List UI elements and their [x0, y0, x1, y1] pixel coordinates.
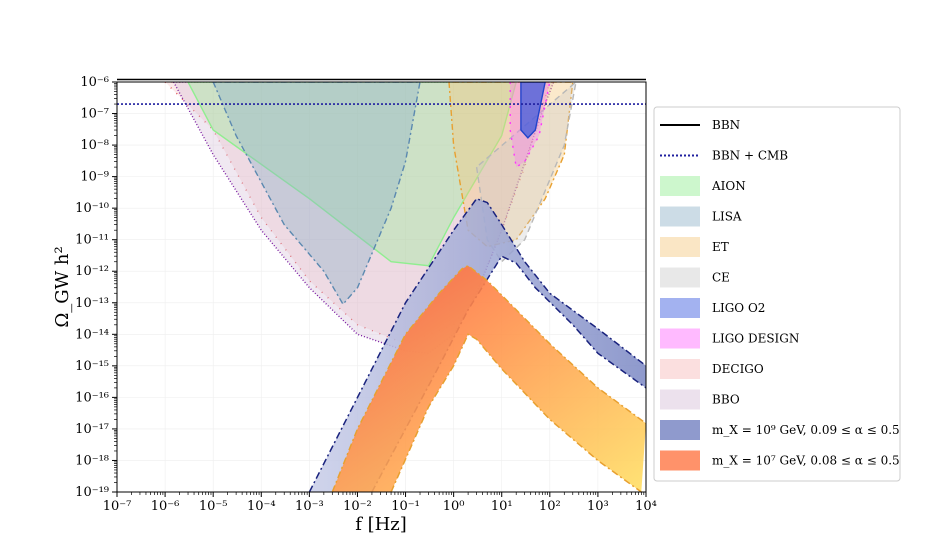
legend-item-lisa: LISA [660, 206, 742, 227]
x-tick-label: 10⁻⁷ [103, 499, 132, 514]
y-tick-label: 10⁻¹⁸ [75, 453, 109, 468]
region-ce [475, 82, 577, 263]
legend-item-ligo-o2: LIGO O2 [660, 298, 765, 318]
y-tick-label: 10⁻⁸ [80, 138, 109, 153]
band-lower-edge [390, 333, 642, 492]
y-tick-label: 10⁻¹⁵ [75, 359, 109, 374]
legend-label: AION [711, 179, 746, 193]
x-tick-label: 10² [539, 499, 561, 514]
y-tick-label: 10⁻¹⁷ [75, 422, 109, 437]
region-aion [187, 82, 517, 267]
x-tick-label: 10³ [587, 499, 609, 514]
legend-item-ligo-design: LIGO DESIGN [660, 328, 799, 349]
y-tick-label: 10⁻¹² [75, 264, 109, 279]
x-axis-label: f [Hz] [355, 514, 407, 535]
y-tick-label: 10⁻¹⁹ [75, 485, 109, 500]
legend-label: ET [712, 240, 729, 254]
legend: BBN BBN + CMB AION LISA ET CE LIGO O2 LIGO DESI… [653, 106, 901, 482]
legend-item-m-x-10-gev-0-09-0-5: m_X = 10⁹ GeV, 0.09 ≤ α ≤ 0.5 [660, 420, 900, 440]
band-upper-edge [331, 264, 646, 492]
y-tick-label: 10⁻⁶ [80, 75, 109, 90]
legend-item-ce: CE [660, 267, 730, 288]
legend-swatch-patch [660, 298, 700, 318]
plot-area [117, 78, 646, 492]
legend-label: m_X = 10⁹ GeV, 0.09 ≤ α ≤ 0.5 [712, 423, 900, 437]
x-tick-label: 10⁻⁶ [151, 499, 180, 514]
x-tick-label: 10¹ [491, 499, 513, 514]
legend-item-bbn: BBN [660, 118, 740, 132]
legend-label: m_X = 10⁷ GeV, 0.08 ≤ α ≤ 0.5 [712, 454, 900, 468]
legend-label: DECIGO [712, 362, 764, 376]
legend-label: CE [712, 271, 730, 285]
y-tick-label: 10⁻¹⁶ [75, 390, 109, 405]
y-tick-label: 10⁻¹⁴ [75, 327, 109, 342]
legend-swatch-patch [660, 359, 700, 379]
legend-label: LIGO O2 [712, 301, 765, 315]
legend-label: BBN [712, 118, 740, 132]
legend-item-aion: AION [660, 176, 746, 196]
y-tick-label: 10⁻⁹ [80, 170, 109, 185]
legend-item-bbn-cmb: BBN + CMB [660, 149, 788, 163]
legend-item-decigo: DECIGO [660, 359, 764, 379]
region-ligo-o2 [520, 82, 546, 139]
y-tick-label: 10⁻¹³ [75, 296, 109, 311]
legend-swatch-patch [660, 328, 700, 349]
plot-clip-group [117, 82, 646, 492]
band-fill-mx-1e7 [332, 265, 646, 492]
legend-swatch-patch [660, 237, 700, 257]
legend-label: BBN + CMB [712, 149, 788, 163]
legend-swatch-patch [660, 450, 700, 471]
legend-item-m-x-10-gev-0-08-0-5: m_X = 10⁷ GeV, 0.08 ≤ α ≤ 0.5 [660, 450, 900, 471]
y-tick-label: 10⁻¹¹ [75, 233, 109, 248]
legend-swatch-patch [660, 176, 700, 196]
y-axis-label: Ω_GW h² [52, 246, 73, 327]
legend-item-et: ET [660, 237, 729, 257]
x-tick-label: 10⁰ [443, 499, 465, 514]
legend-label: BBO [712, 393, 740, 407]
axes: 10⁻⁷ 10⁻⁶ 10⁻⁵ 10⁻⁴ 10⁻³ 10⁻² 10⁻¹ 10⁰ 10¹ 10² 10³… [75, 75, 657, 514]
legend-swatch-patch [660, 389, 700, 410]
legend-label: LIGO DESIGN [712, 332, 799, 346]
y-tick-label: 10⁻¹⁰ [75, 201, 109, 216]
x-tick-label: 10⁻³ [295, 499, 324, 514]
x-tick-label: 10⁻¹ [391, 499, 420, 514]
band-upper-edge [308, 197, 646, 492]
legend-swatch-patch [660, 206, 700, 227]
x-tick-label: 10⁴ [635, 499, 657, 514]
y-tick-label: 10⁻⁷ [80, 107, 109, 122]
plot-frame [116, 81, 647, 493]
x-tick-label: 10⁻⁴ [247, 499, 276, 514]
legend-item-bbo: BBO [660, 389, 740, 410]
legend-swatch-patch [660, 420, 700, 440]
x-tick-label: 10⁻² [343, 499, 372, 514]
region-lisa [212, 82, 421, 306]
legend-swatch-patch [660, 267, 700, 288]
legend-box [653, 106, 901, 482]
x-tick-label: 10⁻⁵ [199, 499, 228, 514]
legend-label: LISA [712, 210, 742, 224]
